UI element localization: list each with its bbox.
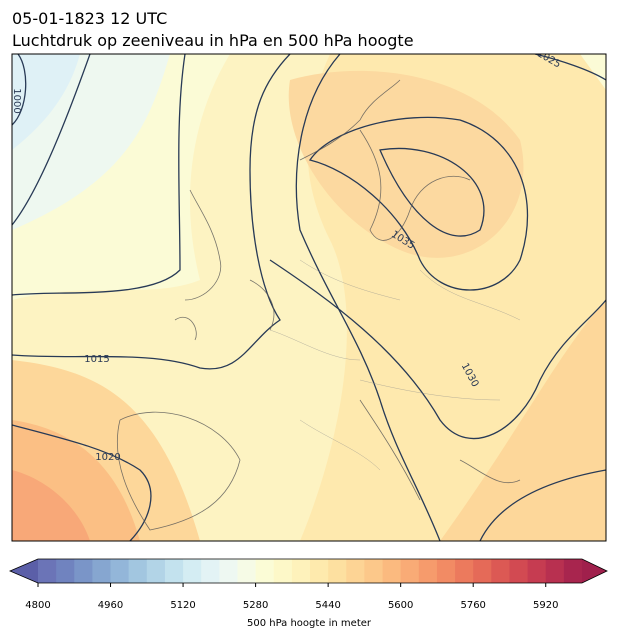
- colorbar-segment: [310, 559, 329, 583]
- colorbar-tick-label: 5440: [315, 600, 340, 611]
- colorbar-segment: [328, 559, 347, 583]
- colorbar-tick-label: 5120: [170, 600, 195, 611]
- colorbar-segment: [346, 559, 365, 583]
- colorbar-segment: [273, 559, 293, 583]
- colorbar-segment: [56, 559, 75, 583]
- colorbar-segment: [255, 559, 275, 583]
- colorbar-segment: [291, 559, 311, 583]
- colorbar-segment: [110, 559, 130, 583]
- colorbar-segment: [183, 559, 202, 583]
- colorbar-segment: [473, 559, 492, 583]
- colorbar-segment: [74, 559, 93, 583]
- colorbar-segment: [146, 559, 166, 583]
- colorbar-extend-low: [10, 559, 38, 583]
- subtitle: Luchtdruk op zeeniveau in hPa en 500 hPa…: [12, 31, 414, 50]
- colorbar-tick-label: 4960: [98, 600, 123, 611]
- colorbar-segment: [128, 559, 148, 583]
- title: 05-01-1823 12 UTC: [12, 9, 167, 28]
- colorbar-tick-label: 5600: [388, 600, 413, 611]
- colorbar-segment: [455, 559, 474, 583]
- colorbar-segment: [527, 559, 547, 583]
- colorbar-segment: [201, 559, 220, 583]
- colorbar-segment: [545, 559, 565, 583]
- colorbar-segment: [400, 559, 420, 583]
- contour-label: 1015: [84, 354, 109, 365]
- colorbar-segment: [491, 559, 510, 583]
- colorbar-segment: [418, 559, 438, 583]
- colorbar: 4800 4960 5120 5280 5440 5600 5760 5920: [8, 558, 608, 611]
- contour-label: 1020: [95, 452, 120, 463]
- colorbar-segment: [92, 559, 112, 583]
- colorbar-segment: [219, 559, 238, 583]
- colorbar-segment: [164, 559, 184, 583]
- colorbar-extend-high: [582, 559, 607, 583]
- contour-label: 1000: [11, 88, 22, 113]
- colorbar-tick-label: 4800: [25, 600, 50, 611]
- colorbar-tick-label: 5920: [533, 600, 558, 611]
- colorbar-segment: [237, 559, 257, 583]
- colorbar-segment: [509, 559, 529, 583]
- colorbar-segment: [436, 559, 456, 583]
- colorbar-segment: [563, 559, 583, 583]
- map: 1000 1015 1020 1025 1030 1035: [11, 54, 606, 541]
- map-frame: [11, 53, 607, 542]
- colorbar-segment: [38, 559, 57, 583]
- colorbar-segment: [382, 559, 402, 583]
- colorbar-tick-label: 5280: [243, 600, 268, 611]
- colorbar-label: 500 hPa hoogte in meter: [247, 618, 372, 629]
- colorbar-outline: [8, 558, 608, 584]
- colorbar-tick-label: 5760: [460, 600, 485, 611]
- colorbar-segment: [364, 559, 384, 583]
